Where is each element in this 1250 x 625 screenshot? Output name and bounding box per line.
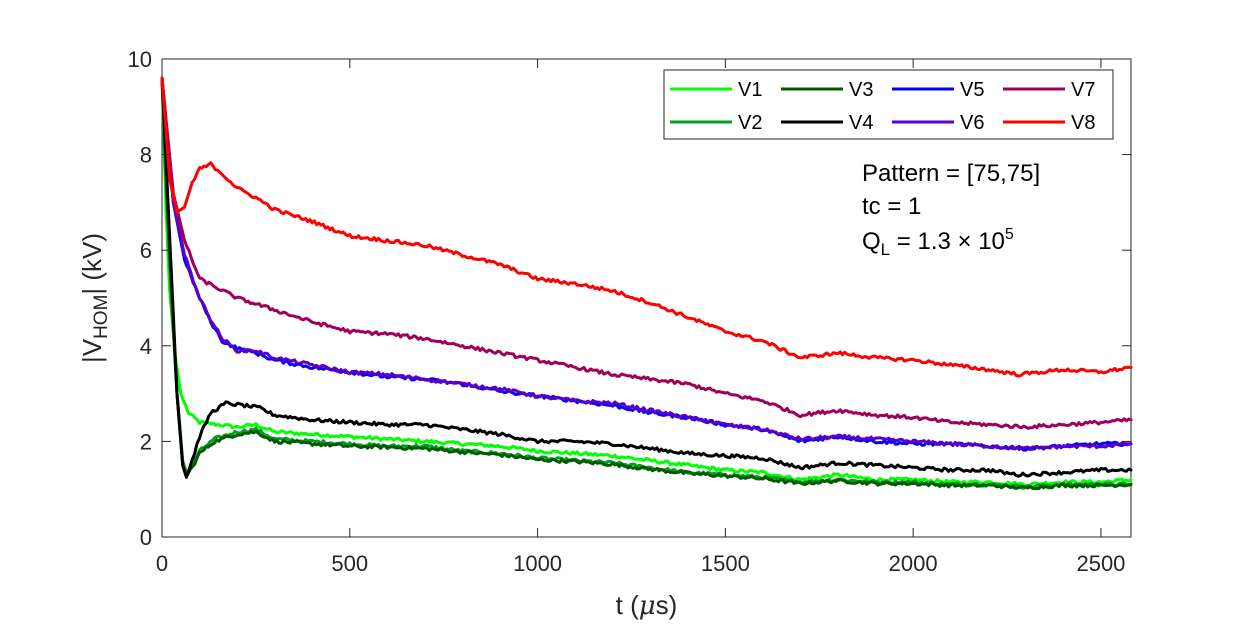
y-tick-label: 0 [140,525,152,550]
series-layer [160,76,1133,491]
plot-area-border [161,58,1132,538]
legend-box [663,69,1114,140]
series-line-v4 [160,76,1133,479]
x-tick-label: 0 [156,551,168,576]
legend-label-v7: V7 [1071,79,1095,101]
legend: V1 V2 V3 V4 V5 V6 V7 V8 [663,69,1114,140]
tc-annotation: tc = 1 [862,193,921,220]
x-tick-label: 1500 [701,551,750,576]
legend-label-v6: V6 [960,112,984,134]
y-tick-label: 8 [140,143,152,168]
x-tick-label: 1000 [513,551,562,576]
legend-label-v3: V3 [849,79,873,101]
tick-layer: 0 500 1000 1500 2000 2500 0 2 4 6 8 10 [128,47,1131,576]
pattern-annotation: Pattern = [75,75] [862,160,1040,187]
legend-label-v8: V8 [1071,112,1095,134]
series-line-v3 [160,76,1133,491]
x-axis-label: t (μs) [616,590,678,621]
y-tick-label: 2 [140,429,152,454]
legend-label-v2: V2 [738,112,762,134]
x-tick-label: 2500 [1076,551,1125,576]
series-line-v8 [160,76,1133,378]
x-tick-label: 2000 [889,551,938,576]
y-tick-label: 10 [128,47,152,72]
legend-label-v1: V1 [738,79,762,101]
y-tick-label: 4 [140,334,152,359]
y-tick-label: 6 [140,238,152,263]
x-tick-label: 500 [331,551,368,576]
series-line-v7 [160,76,1133,430]
legend-label-v4: V4 [849,112,873,134]
ql-annotation: QL = 1.3 × 105 [862,226,1014,259]
legend-label-v5: V5 [960,79,984,101]
y-axis-label: |VHOM| (kV) [77,233,112,363]
series-line-v6 [160,76,1133,452]
